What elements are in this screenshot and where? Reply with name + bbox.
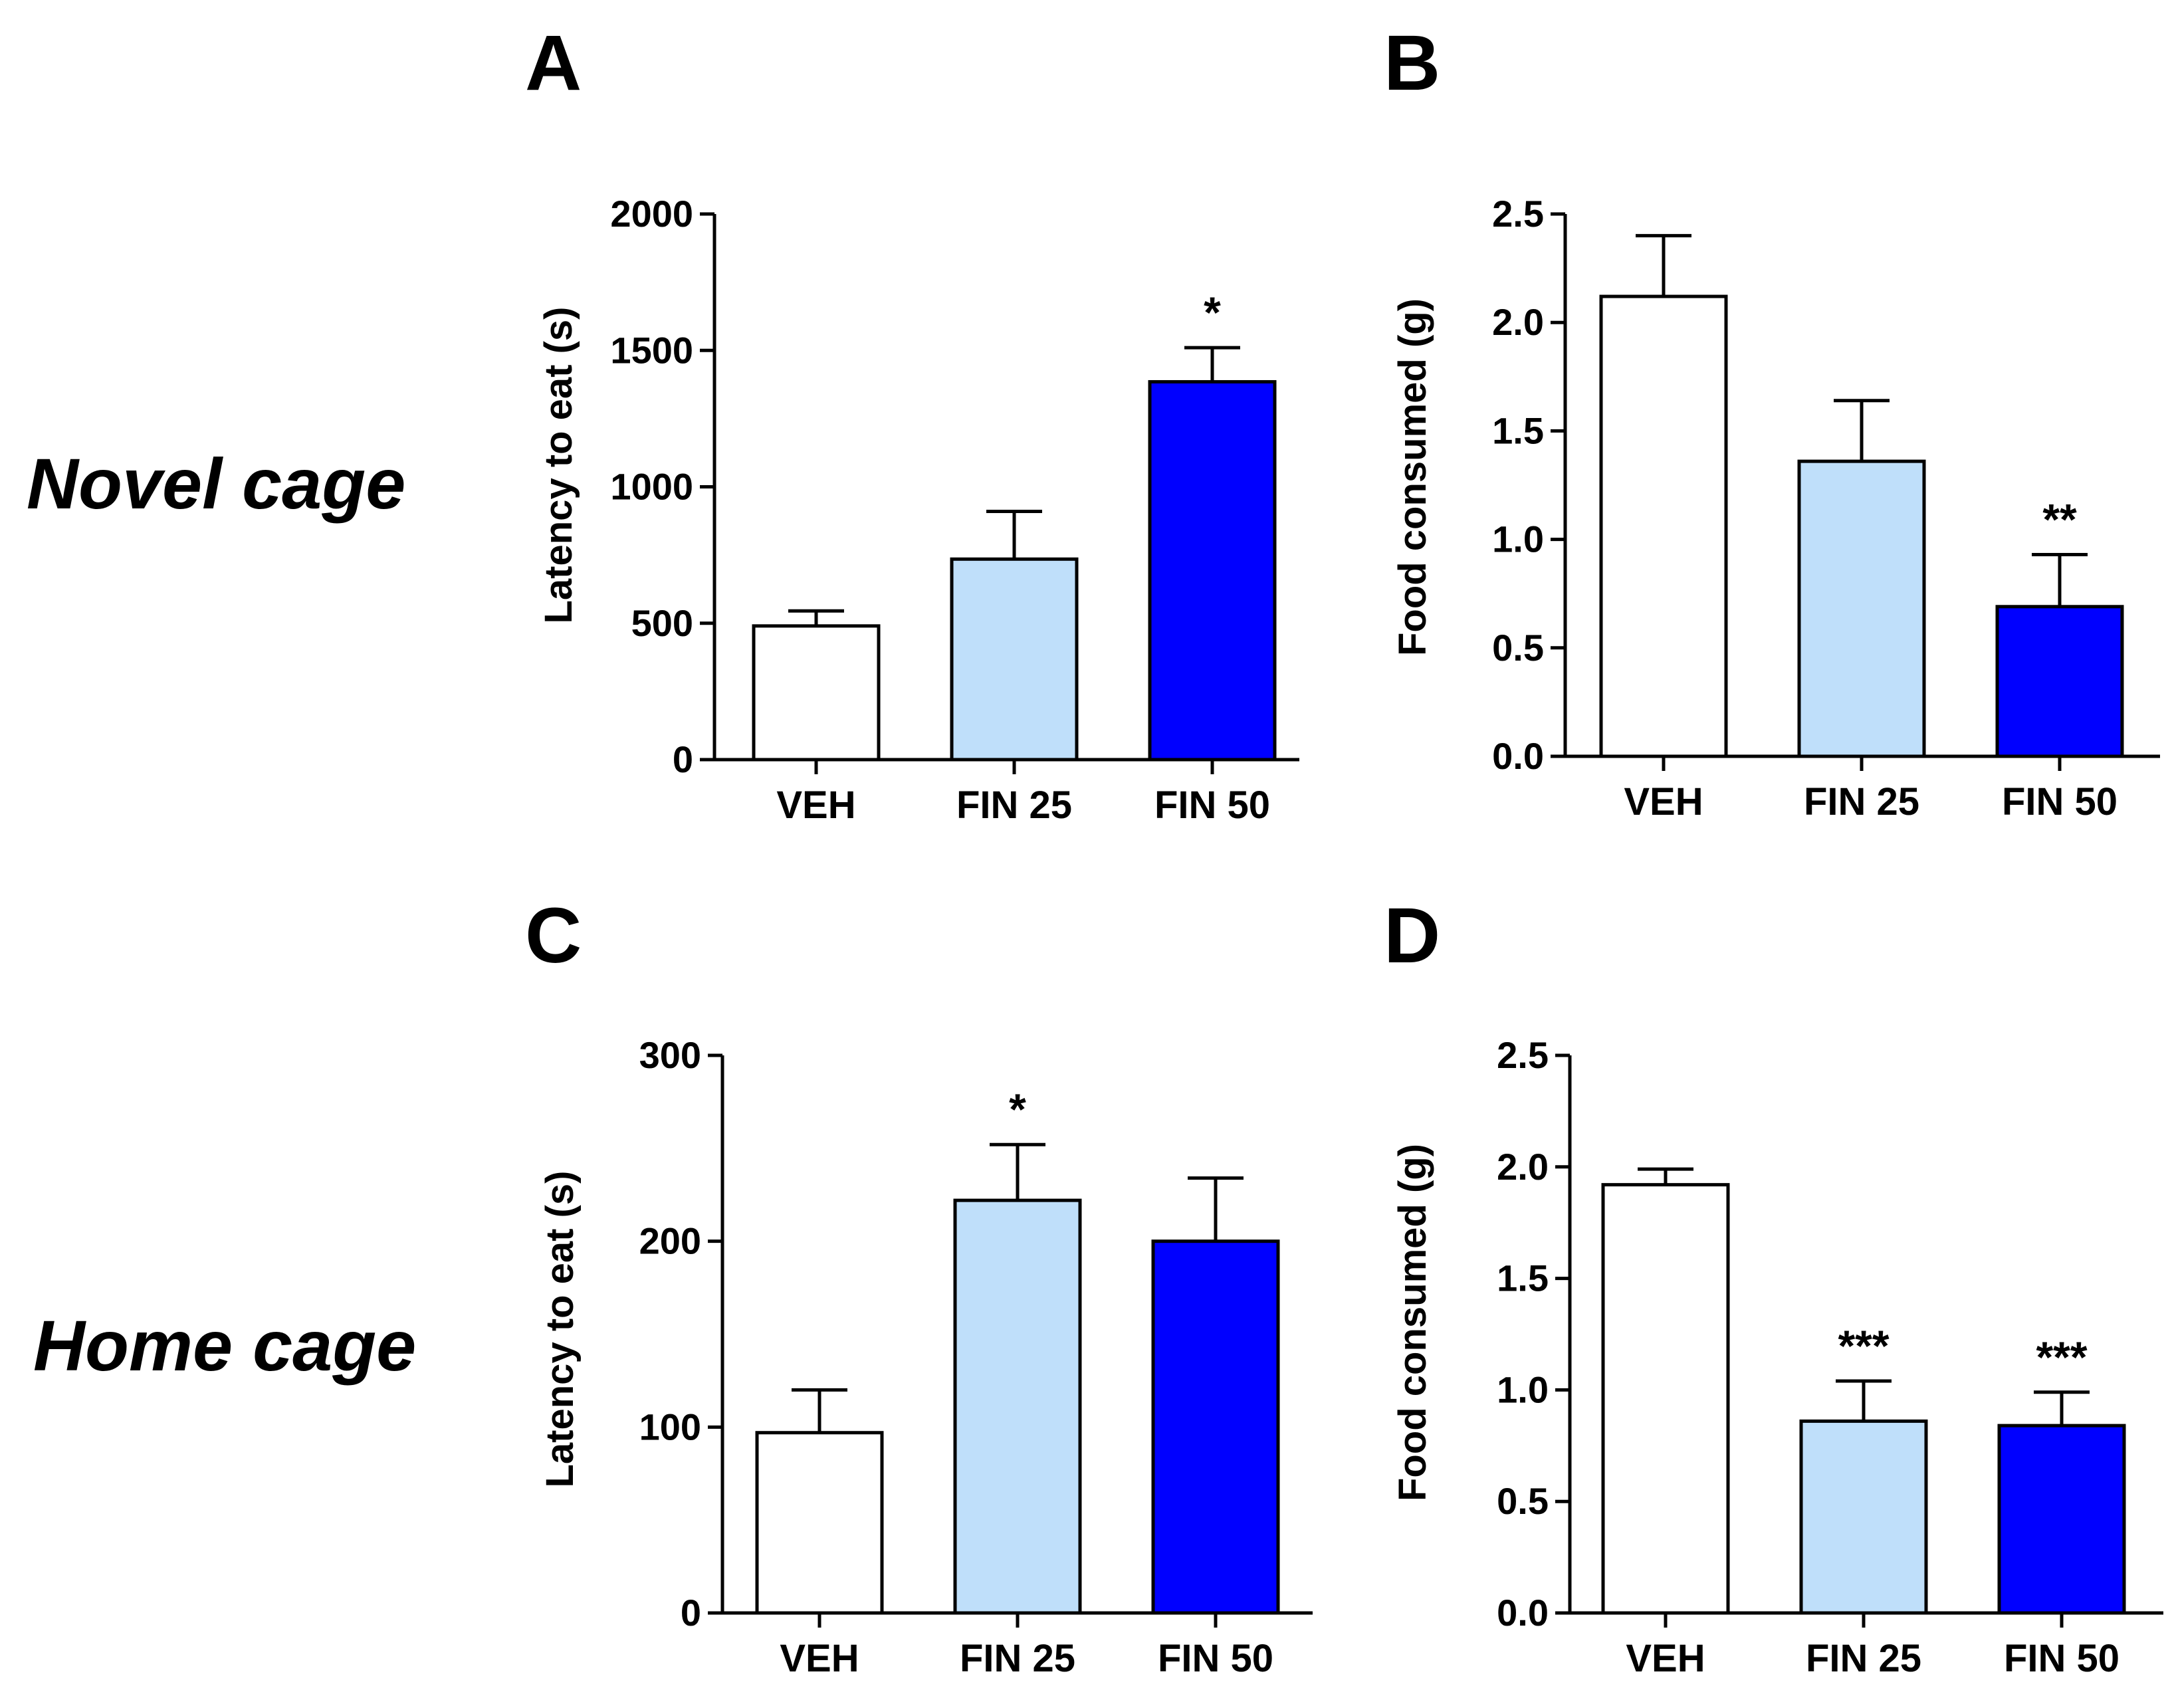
x-tick-label-c-veh: VEH [780,1637,859,1680]
y-tick-label-b-5: 2.5 [1492,193,1544,235]
x-tick-label-b-fin-25: FIN 25 [1804,780,1919,823]
bar-b-veh [1599,294,1728,758]
chart-panel-b: B Food consumed (g) VEH FIN 25 ** FIN 50 0.0 0.… [1384,19,2160,823]
x-tick-label-d-fin-50: FIN 50 [2004,1637,2119,1680]
y-tick-label-c-0: 0 [681,1592,701,1634]
significance-d-fin-50: *** [2036,1333,2087,1382]
x-tick-label-d-veh: VEH [1626,1637,1705,1680]
bar-b-fin-50 [1995,605,2124,758]
bar-a-veh [752,624,881,762]
y-tick-label-b-3: 1.5 [1492,409,1544,451]
significance-d-fin-25: *** [1838,1321,1889,1370]
y-tick-label-d-0: 0.0 [1497,1592,1549,1634]
row-label-home-cage: Home cage [33,1305,416,1386]
significance-c-fin-25: * [1009,1085,1026,1134]
y-tick-label-d-2: 1.0 [1497,1368,1549,1410]
y-tick-label-d-5: 2.5 [1497,1034,1549,1076]
y-tick-label-b-2: 1.0 [1492,518,1544,560]
y-tick-label-d-4: 2.0 [1497,1146,1549,1188]
y-axis-label-a: Latency to eat (s) [537,307,580,624]
x-tick-label-a-veh: VEH [776,784,855,827]
row-label-novel-cage: Novel cage [27,443,405,524]
y-tick-label-c-1: 100 [639,1406,701,1447]
y-axis-label-b: Food consumed (g) [1391,298,1434,656]
bar-a-fin-25 [950,557,1079,762]
x-tick-label-a-fin-25: FIN 25 [956,784,1072,827]
y-tick-label-c-2: 200 [639,1220,701,1262]
y-tick-label-a-2: 1000 [610,466,693,508]
y-axis-label-c: Latency to eat (s) [538,1171,582,1488]
bar-d-fin-25 [1799,1419,1928,1615]
y-tick-label-a-3: 1500 [610,329,693,371]
panel-letter-b: B [1384,19,1440,107]
significance-b-fin-50: ** [2042,494,2077,544]
chart-panel-c: C Latency to eat (s) VEH * FIN 25 FIN 50 0 100 2… [525,892,1313,1680]
y-tick-label-a-1: 500 [631,602,693,644]
panel-letter-c: C [525,892,582,980]
charts-container: A Latency to eat (s) VEH FIN 25 * FIN 50 0 500 1… [525,19,2163,1680]
chart-panel-a: A Latency to eat (s) VEH FIN 25 * FIN 50 0 500 1… [525,19,1299,827]
y-tick-label-a-0: 0 [673,738,693,780]
y-tick-label-d-3: 1.5 [1497,1257,1549,1299]
y-tick-label-a-4: 2000 [610,193,693,235]
x-tick-label-c-fin-25: FIN 25 [960,1637,1075,1680]
significance-a-fin-50: * [1204,288,1221,337]
x-tick-label-b-fin-50: FIN 50 [2002,780,2118,823]
bar-d-fin-50 [1997,1424,2126,1615]
chart-panel-d: D Food consumed (g) VEH *** FIN 25 *** FIN 50 0… [1384,892,2163,1680]
y-tick-label-c-3: 300 [639,1034,701,1076]
y-tick-label-b-1: 0.5 [1492,627,1544,669]
y-tick-label-d-1: 0.5 [1497,1480,1549,1522]
x-tick-label-a-fin-50: FIN 50 [1154,784,1270,827]
bar-d-veh [1601,1183,1730,1615]
y-tick-label-b-4: 2.0 [1492,301,1544,343]
x-tick-label-d-fin-25: FIN 25 [1806,1637,1921,1680]
panel-letter-d: D [1384,892,1440,980]
y-axis-label-d: Food consumed (g) [1391,1144,1434,1501]
y-tick-label-b-0: 0.0 [1492,735,1544,777]
x-tick-label-c-fin-50: FIN 50 [1158,1637,1273,1680]
bar-c-fin-25 [953,1198,1082,1615]
bar-c-fin-50 [1151,1239,1280,1615]
panel-letter-a: A [525,19,582,107]
bar-a-fin-50 [1148,379,1277,762]
bar-c-veh [755,1431,884,1615]
x-tick-label-b-veh: VEH [1624,780,1703,823]
bar-b-fin-25 [1797,459,1926,758]
